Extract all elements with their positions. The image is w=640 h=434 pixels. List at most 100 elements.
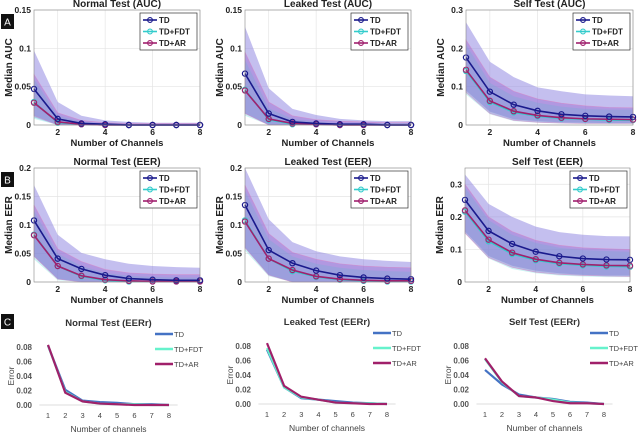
y-tick-label: 0.1 bbox=[19, 220, 31, 230]
y-tick-label: 0.08 bbox=[235, 342, 251, 351]
x-tick-label: 2 bbox=[63, 411, 67, 420]
y-tick-label: 0.1 bbox=[230, 43, 242, 53]
x-tick-label: 6 bbox=[150, 284, 155, 294]
x-tick-label: 7 bbox=[150, 411, 154, 420]
panel-label-text: C bbox=[4, 318, 11, 329]
data-point-TD+AR bbox=[486, 97, 494, 105]
confidence-band-TD bbox=[34, 185, 200, 282]
x-tick-label: 5 bbox=[551, 410, 555, 419]
legend: TD TD+FDT TD+AR bbox=[350, 12, 409, 51]
y-tick-label: 0.2 bbox=[230, 163, 242, 173]
x-tick-label: 6 bbox=[351, 410, 355, 419]
y-axis-label: Median AUC bbox=[215, 38, 226, 97]
series-line-TD+AR bbox=[265, 342, 387, 406]
series-line-TD bbox=[244, 204, 412, 280]
confidence-band-TD bbox=[245, 26, 411, 125]
data-point-TD bbox=[54, 255, 61, 262]
y-tick-label: 0.15 bbox=[14, 5, 31, 15]
x-tick-label: 4 bbox=[314, 127, 319, 137]
x-tick-label: 6 bbox=[361, 284, 366, 294]
data-point-TD+AR bbox=[485, 236, 492, 243]
y-tick-label: 0.08 bbox=[453, 342, 469, 351]
y-tick-label: 0.05 bbox=[225, 249, 242, 259]
legend-marker bbox=[358, 186, 364, 193]
y-axis-label: Median EER bbox=[435, 195, 446, 254]
x-tick-label: 2 bbox=[487, 127, 492, 137]
y-tick-label: 0.3 bbox=[450, 179, 462, 189]
y-tick-label: 0.15 bbox=[225, 5, 242, 15]
data-point-TD bbox=[54, 115, 61, 123]
y-tick-label: 0.1 bbox=[230, 220, 242, 230]
panel-label-box bbox=[1, 314, 14, 329]
x-axis-label: Number of channels bbox=[70, 424, 146, 434]
axes-box bbox=[465, 9, 634, 126]
confidence-band-TD+FDT bbox=[466, 44, 633, 124]
subplot-title: Leaked Test (EER) bbox=[284, 157, 371, 168]
data-point-TD bbox=[173, 277, 180, 284]
x-tick-label: 8 bbox=[602, 410, 606, 419]
x-tick-label: 2 bbox=[55, 127, 60, 137]
x-tick-label: 3 bbox=[80, 411, 84, 420]
legend-label: TD bbox=[392, 329, 403, 338]
legend-marker bbox=[580, 17, 586, 23]
x-tick-label: 2 bbox=[266, 127, 271, 137]
confidence-band-TD+FDT bbox=[34, 79, 200, 125]
data-point-TD bbox=[312, 267, 320, 274]
panel-label-B: B bbox=[1, 172, 14, 187]
y-tick-label: 0.00 bbox=[235, 400, 251, 409]
x-axis-label: Number of Channels bbox=[71, 295, 164, 306]
x-tick-label: 1 bbox=[265, 410, 269, 419]
legend-marker bbox=[580, 28, 586, 35]
x-tick-label: 6 bbox=[132, 411, 136, 420]
data-point-TD bbox=[485, 227, 492, 235]
x-tick-label: 8 bbox=[385, 410, 389, 419]
legend-marker bbox=[147, 17, 153, 23]
legend-label: TD bbox=[174, 330, 185, 339]
subplot-1: 2 4 6 8 0 0.05 0.1 0.15 Leaked Test (AUC) Number … bbox=[215, 0, 415, 149]
x-tick-label: 4 bbox=[533, 284, 538, 294]
axes-box bbox=[464, 167, 631, 283]
panel-label-text: A bbox=[4, 18, 11, 29]
legend-label: TD+AR bbox=[159, 39, 186, 48]
x-tick-label: 6 bbox=[583, 127, 588, 137]
x-tick-label: 2 bbox=[55, 284, 60, 294]
data-point-TD bbox=[149, 276, 156, 283]
data-point-TD bbox=[336, 271, 344, 279]
series-line-TD+FDT bbox=[265, 347, 388, 406]
data-point-TD bbox=[510, 101, 517, 108]
legend-label: TD+AR bbox=[370, 39, 397, 48]
data-point-TD bbox=[265, 110, 272, 117]
data-point-TD+AR bbox=[579, 261, 587, 268]
y-tick-label: 0.06 bbox=[16, 358, 32, 367]
y-tick-label: 0.3 bbox=[451, 5, 463, 15]
y-axis-label: Median EER bbox=[4, 195, 15, 254]
x-tick-label: 8 bbox=[409, 284, 414, 294]
x-tick-label: 4 bbox=[534, 410, 538, 419]
data-point-TD+AR bbox=[510, 107, 517, 115]
legend-label: TD bbox=[370, 16, 381, 25]
data-point-TD+AR bbox=[265, 255, 272, 262]
y-tick-label: 0 bbox=[26, 277, 31, 287]
series-line-TD+FDT bbox=[46, 345, 169, 407]
data-point-TD bbox=[605, 113, 613, 120]
x-tick-label: 8 bbox=[628, 284, 633, 294]
legend-label: TD+FDT bbox=[174, 345, 203, 354]
series-line-TD+AR bbox=[244, 221, 411, 282]
subplot-title: Leaked Test (EERr) bbox=[284, 317, 370, 328]
y-tick-label: 0.04 bbox=[235, 371, 251, 380]
data-point-TD+AR bbox=[556, 259, 563, 266]
x-axis-label: Number of Channels bbox=[282, 138, 375, 149]
subplot-title: Self Test (EERr) bbox=[509, 317, 580, 328]
legend: TD TD+FDT TD+AR bbox=[139, 12, 198, 51]
legend-label: TD+FDT bbox=[370, 28, 401, 37]
confidence-band-TD bbox=[245, 168, 411, 282]
y-tick-label: 0 bbox=[237, 120, 242, 130]
x-tick-label: 7 bbox=[368, 410, 372, 419]
confidence-band-TD bbox=[34, 50, 200, 126]
legend-marker bbox=[147, 186, 153, 193]
y-tick-label: 0.1 bbox=[451, 82, 463, 92]
y-tick-label: 0.08 bbox=[16, 343, 32, 352]
x-tick-label: 6 bbox=[361, 127, 366, 137]
data-point-TD bbox=[486, 88, 494, 95]
y-tick-label: 0 bbox=[457, 277, 462, 287]
